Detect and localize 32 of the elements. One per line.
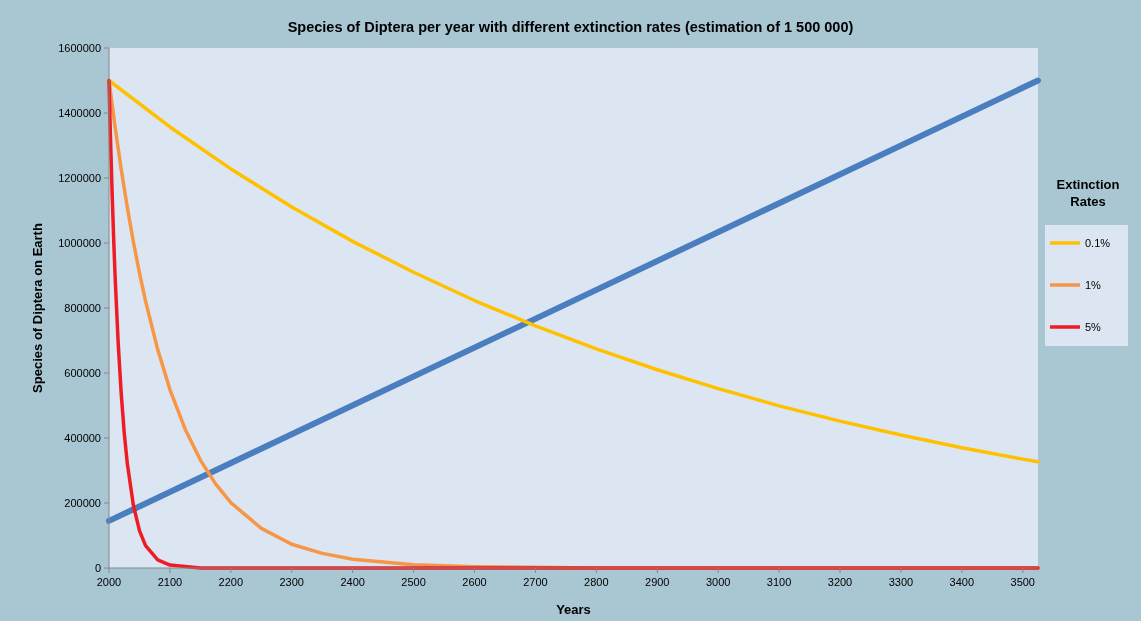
x-tick-label: 3400 bbox=[949, 576, 975, 588]
y-tick-label: 800000 bbox=[64, 302, 101, 314]
y-tick-label: 200000 bbox=[64, 497, 101, 509]
y-tick-label: 0 bbox=[94, 562, 101, 574]
x-tick-label: 3000 bbox=[705, 576, 731, 588]
y-tick-label: 600000 bbox=[64, 367, 101, 379]
y-tick-label: 1600000 bbox=[58, 42, 101, 54]
y-axis-title: Species of Diptera on Earth bbox=[30, 223, 45, 393]
x-tick-label: 2100 bbox=[157, 576, 183, 588]
y-tick-label: 1200000 bbox=[58, 172, 101, 184]
x-tick-label: 3300 bbox=[888, 576, 914, 588]
legend-label: 0.1% bbox=[1085, 237, 1111, 249]
x-tick-label: 2600 bbox=[462, 576, 487, 588]
chart-title: Species of Diptera per year with different extinction rates (estimation of 1 500 000) bbox=[287, 19, 854, 35]
y-tick-label: 1000000 bbox=[58, 237, 101, 249]
x-tick-label: 2200 bbox=[218, 576, 244, 588]
x-tick-label: 3500 bbox=[1010, 576, 1036, 588]
x-tick-label: 2800 bbox=[584, 576, 609, 588]
x-tick-label: 2400 bbox=[340, 576, 365, 588]
legend-label: 5% bbox=[1085, 321, 1102, 333]
x-tick-label: 3200 bbox=[827, 576, 853, 588]
legend-title: Extinction Rates bbox=[1056, 177, 1120, 209]
x-tick-label: 2700 bbox=[523, 576, 548, 588]
y-tick-label: 1400000 bbox=[58, 107, 101, 119]
legend-label: 1% bbox=[1085, 279, 1102, 291]
x-tick-label: 2300 bbox=[279, 576, 304, 588]
x-tick-label: 3100 bbox=[766, 576, 792, 588]
x-tick-label: 2900 bbox=[645, 576, 670, 588]
x-axis-title: Years bbox=[556, 602, 591, 617]
x-tick-label: 2000 bbox=[96, 576, 122, 588]
y-tick-label: 400000 bbox=[64, 432, 101, 444]
x-tick-label: 2500 bbox=[401, 576, 426, 588]
